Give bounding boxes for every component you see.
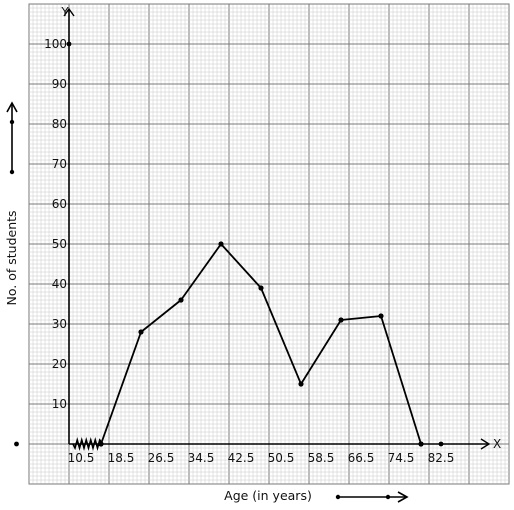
x-tick-label: 66.5 xyxy=(348,451,375,465)
y-axis-letter: Y xyxy=(60,5,69,19)
x-axis-dot xyxy=(438,441,444,447)
x-axis-arrowhead xyxy=(480,438,491,450)
chart-marks xyxy=(14,41,444,447)
x-axis-break xyxy=(72,437,104,451)
x-axis-dot xyxy=(14,441,19,447)
y-tick-label: 70 xyxy=(52,157,67,171)
x-direction-dot xyxy=(335,494,341,500)
data-point xyxy=(338,317,344,323)
x-axis-label: Age (in years) xyxy=(224,488,312,503)
y-tick-label: 20 xyxy=(52,357,67,371)
x-axis-letter: X xyxy=(493,437,501,451)
data-point xyxy=(378,313,384,319)
chart-axes xyxy=(63,7,491,451)
x-tick-label: 42.5 xyxy=(228,451,255,465)
x-tick-label: 58.5 xyxy=(308,451,335,465)
y-tick-label: 90 xyxy=(52,77,67,91)
x-tick-label: 74.5 xyxy=(388,451,415,465)
y-tick-label: 40 xyxy=(52,277,67,291)
y-tick-label: 30 xyxy=(52,317,67,331)
y-direction-dot xyxy=(9,169,15,175)
y-direction-dot xyxy=(9,119,15,125)
x-tick-label: 34.5 xyxy=(188,451,215,465)
y-axis-label: No. of students xyxy=(4,210,19,305)
data-point xyxy=(298,381,304,387)
data-point xyxy=(258,285,264,291)
y-axis-dot xyxy=(66,41,72,47)
y-tick-label: 80 xyxy=(52,117,67,131)
y-tick-label: 50 xyxy=(52,237,67,251)
y-axis-arrowhead xyxy=(63,7,75,17)
y-tick-label: 60 xyxy=(52,197,67,211)
x-direction-dot xyxy=(385,494,391,500)
x-tick-label: 10.5 xyxy=(68,451,95,465)
direction-arrows xyxy=(6,101,409,503)
x-direction-arrowhead xyxy=(397,491,409,503)
chart-text: Age (in years) No. of students Y X 10 20 3… xyxy=(4,5,501,503)
x-axis-dot xyxy=(418,441,424,447)
data-point xyxy=(178,297,184,303)
x-axis-dot xyxy=(98,441,104,447)
x-tick-label: 50.5 xyxy=(268,451,295,465)
y-tick-label: 100 xyxy=(44,37,67,51)
y-direction-arrowhead xyxy=(6,101,18,113)
x-tick-label: 18.5 xyxy=(108,451,135,465)
data-point xyxy=(138,329,144,335)
x-tick-label: 82.5 xyxy=(428,451,455,465)
data-point xyxy=(218,241,224,247)
chart-grid xyxy=(28,3,510,485)
y-tick-label: 10 xyxy=(52,397,67,411)
x-tick-label: 26.5 xyxy=(148,451,175,465)
